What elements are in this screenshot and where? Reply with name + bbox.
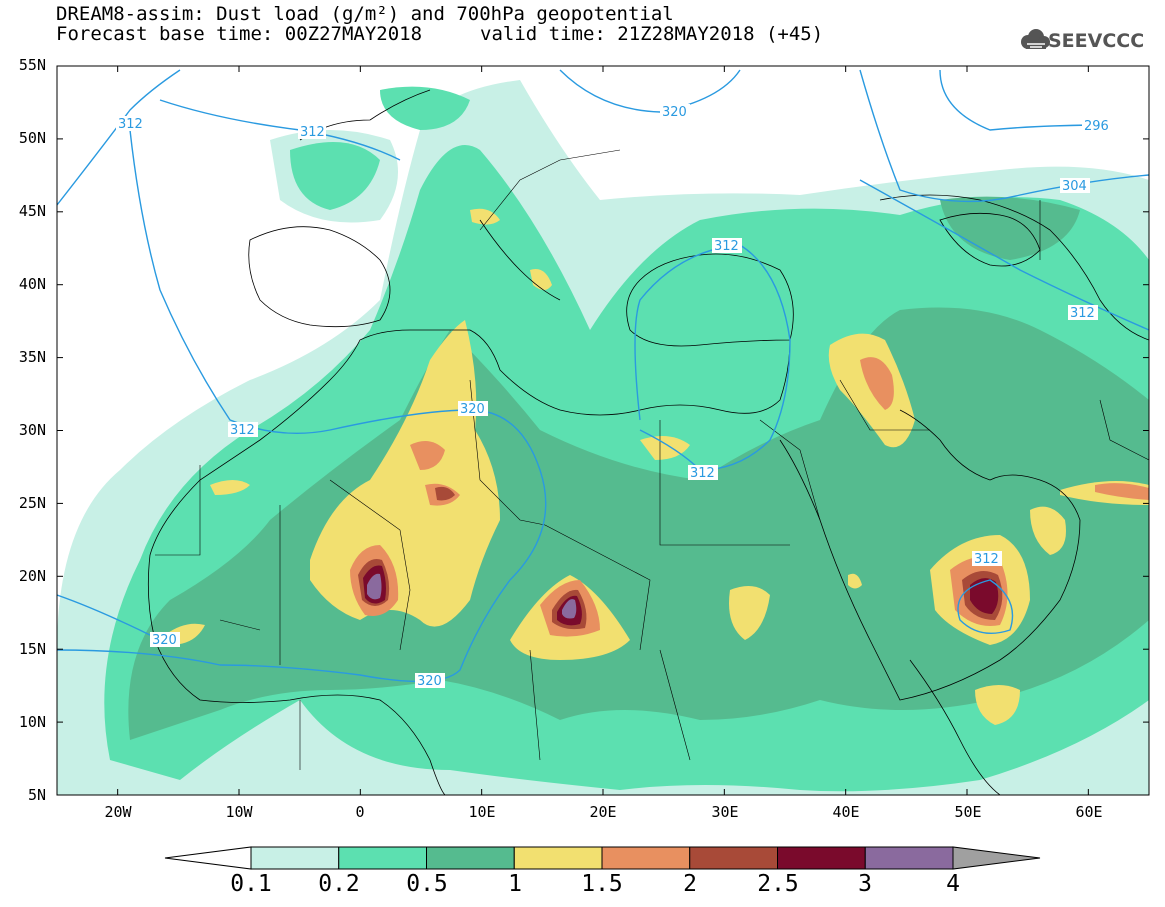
geopotential-contours: [57, 69, 1149, 683]
svg-text:312: 312: [1070, 306, 1095, 321]
colorbar-label: 4: [946, 871, 960, 897]
lon-label: 30E: [711, 803, 739, 821]
colorbar-label: 1.5: [581, 871, 623, 897]
lon-label: 10E: [468, 803, 496, 821]
svg-text:312: 312: [300, 125, 325, 140]
colorbar-label: 3: [858, 871, 872, 897]
svg-text:296: 296: [1084, 119, 1109, 134]
contour-label: 312: [1068, 305, 1098, 321]
contour-label: 320: [458, 401, 488, 417]
lat-label: 15N: [18, 640, 46, 658]
logo-text: SEEVCCC: [1048, 30, 1145, 52]
contour-label: 312: [688, 465, 718, 481]
contour-label: 320: [150, 632, 180, 648]
colorbar-label: 0.2: [318, 871, 360, 897]
dust-load-fields: [57, 80, 1149, 795]
axis-ticks: [57, 65, 1149, 796]
lon-label: 60E: [1075, 803, 1103, 821]
lon-label: 40E: [832, 803, 860, 821]
lat-label: 20N: [18, 567, 46, 585]
contour-label: 304: [1060, 178, 1090, 194]
lat-label: 40N: [18, 275, 46, 293]
svg-text:320: 320: [662, 105, 687, 120]
lat-label: 25N: [18, 494, 46, 512]
svg-text:320: 320: [460, 402, 485, 417]
lat-label: 35N: [18, 348, 46, 366]
colorbar-label: 0.5: [406, 871, 448, 897]
lon-label: 20W: [104, 803, 132, 821]
contour-label: 296: [1082, 118, 1116, 134]
contour-label: 312: [116, 116, 146, 132]
contour-label: 312: [228, 422, 258, 438]
title-line-1: DREAM8-assim: Dust load (g/m²) and 700hP…: [56, 3, 674, 25]
contour-label: 312: [712, 238, 742, 254]
svg-text:320: 320: [152, 633, 177, 648]
svg-text:312: 312: [230, 423, 255, 438]
dust-level-3: [367, 573, 577, 619]
lat-label: 50N: [18, 129, 46, 147]
colorbar-label: 0.1: [230, 871, 272, 897]
contour-label: 312: [0, 0, 25, 4]
contour-labels: 312 312 320 296 304 312 312 312 320 312 …: [0, 0, 1116, 689]
lat-label: 10N: [18, 713, 46, 731]
title-line-2-base-time: Forecast base time: 00Z27MAY2018: [56, 23, 423, 45]
lat-label: 30N: [18, 421, 46, 439]
contour-label: 312: [972, 551, 1002, 567]
contour-label: 320: [415, 673, 445, 689]
svg-text:312: 312: [714, 239, 739, 254]
svg-text:312: 312: [690, 466, 715, 481]
contour-label: 312: [298, 124, 326, 140]
cloud-icon: [1021, 29, 1050, 49]
lon-label: 20E: [589, 803, 617, 821]
svg-text:312: 312: [118, 117, 143, 132]
title-line-2-valid-time: valid time: 21Z28MAY2018 (+45): [480, 23, 824, 45]
svg-text:320: 320: [417, 674, 442, 689]
country-borders: [155, 149, 1149, 770]
colorbar-label: 2: [683, 871, 697, 897]
lat-label: 45N: [18, 202, 46, 220]
lat-label: 55N: [18, 56, 46, 74]
svg-text:304: 304: [1062, 179, 1087, 194]
lat-label: 5N: [27, 786, 46, 804]
contour-label: 320: [660, 104, 690, 120]
lon-label: 10W: [225, 803, 253, 821]
lon-label: 0: [355, 803, 365, 821]
colorbar-label: 2.5: [757, 871, 799, 897]
colorbar-label: 1: [508, 871, 522, 897]
svg-text:312: 312: [974, 552, 999, 567]
lon-label: 50E: [954, 803, 982, 821]
